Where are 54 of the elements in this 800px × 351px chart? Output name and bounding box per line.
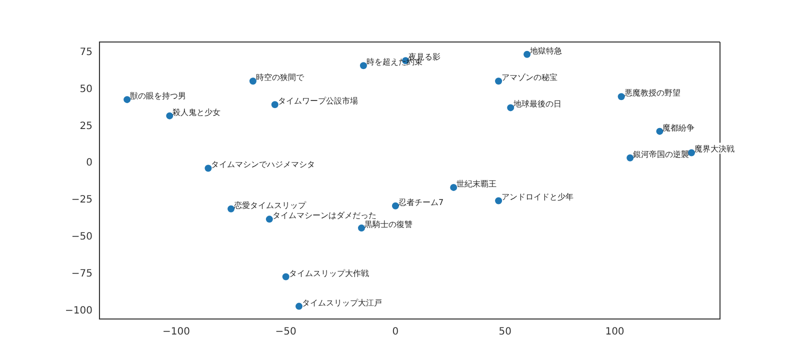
- x-tick-label: −100: [162, 326, 190, 338]
- point: [358, 224, 365, 232]
- annotation: タイムスリップ大江戸: [302, 298, 382, 308]
- point: [166, 112, 174, 120]
- point: [271, 101, 278, 108]
- x-tick-label: 100: [605, 326, 624, 338]
- annotation: 魔界大決戦: [694, 144, 734, 154]
- y-tick-label: −75: [71, 268, 92, 280]
- x-tick-label: 0: [392, 326, 399, 338]
- x-tick-label: 50: [498, 326, 512, 338]
- annotation: 時を超えた約束: [366, 58, 422, 67]
- point: [450, 184, 458, 191]
- point: [266, 216, 273, 223]
- annotation: 悪魔教授の野望: [623, 88, 680, 98]
- y-tick-label: −100: [64, 305, 92, 316]
- annotation: アンドロイドと少年: [502, 192, 574, 202]
- annotation: タイムスリップ大作戦: [288, 268, 369, 278]
- y-tick-label: 0: [86, 158, 92, 169]
- annotation: 時空の狭間で: [256, 73, 305, 82]
- annotation: 黒騎士の復讐: [364, 220, 412, 230]
- point: [626, 154, 634, 162]
- point: [507, 104, 514, 112]
- point: [495, 197, 502, 204]
- x-tick-label: −50: [275, 326, 296, 338]
- annotation: アマゾンの秘宝: [502, 73, 558, 82]
- y-tick-label: 75: [80, 46, 92, 58]
- point: [360, 62, 367, 70]
- annotation: 恋愛タイムスリップ: [233, 200, 308, 210]
- point: [656, 128, 664, 135]
- annotation: 銀河帝国の逆襲: [633, 150, 690, 159]
- annotation: 獣の眼を持つ男: [130, 92, 186, 101]
- annotation: 忍者チーム7: [397, 198, 444, 207]
- annotation: タイムマシンでハジメマシタ: [211, 160, 316, 170]
- annotation: 魔都紛争: [662, 123, 695, 132]
- annotation: タイムワープ公設市場: [278, 96, 358, 106]
- point: [495, 78, 502, 85]
- point: [618, 93, 625, 100]
- point: [392, 202, 399, 210]
- point: [204, 164, 212, 172]
- y-tick-label: −50: [71, 232, 92, 242]
- point: [228, 205, 235, 212]
- point: [282, 273, 290, 280]
- point: [249, 78, 256, 85]
- point: [524, 50, 531, 58]
- point: [124, 96, 131, 104]
- y-tick-label: 50: [80, 84, 92, 95]
- y-tick-label: −25: [71, 194, 92, 206]
- annotation: 世紀末覇王: [456, 179, 497, 188]
- annotation: タイムマシーンはダメだった: [272, 211, 376, 220]
- point: [296, 302, 302, 310]
- annotation: 地球最後の日: [512, 100, 562, 109]
- annotation: 地獄特急: [529, 46, 562, 56]
- annotation: 殺人鬼と少女: [172, 108, 221, 117]
- y-tick-label: 25: [80, 120, 92, 132]
